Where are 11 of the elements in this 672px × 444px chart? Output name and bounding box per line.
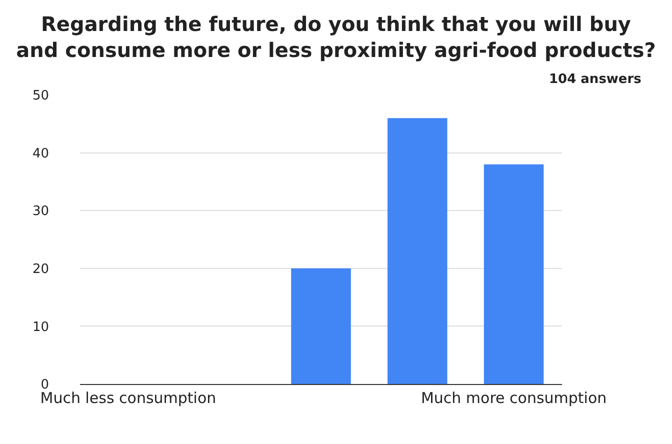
bar bbox=[291, 268, 351, 384]
y-tick-label: 40 bbox=[32, 146, 49, 162]
y-tick-label: 10 bbox=[32, 320, 49, 335]
x-tick-label: Much more consumption bbox=[420, 389, 607, 407]
text: 104 answers bbox=[549, 72, 642, 87]
y-tick-label: 50 bbox=[32, 88, 49, 104]
bar bbox=[388, 118, 448, 384]
y-tick-label: 20 bbox=[32, 262, 49, 277]
bar bbox=[484, 164, 544, 384]
chart-title: Regarding the future, do you think that you will buy and consume more or less proximity agri-food products? bbox=[16, 12, 656, 62]
y-tick-label: 30 bbox=[32, 204, 49, 220]
